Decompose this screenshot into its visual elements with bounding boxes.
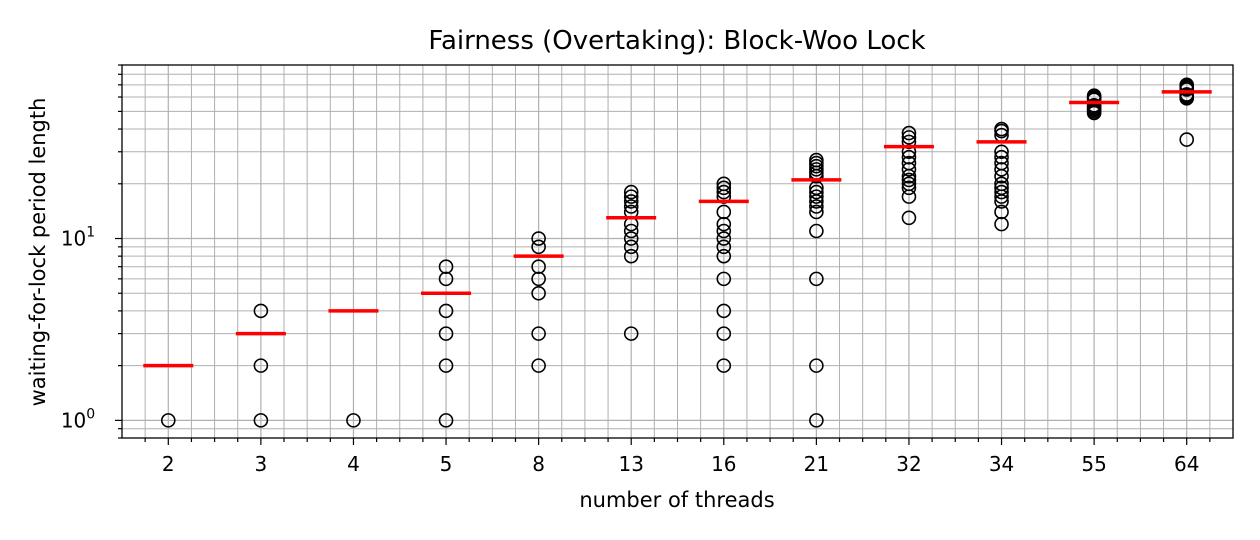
outlier-point	[253, 358, 269, 373]
outlier-point	[438, 326, 454, 341]
outlier-point	[901, 210, 917, 226]
outlier-point	[994, 144, 1009, 160]
x-tick-label: 64	[1174, 452, 1199, 476]
outlier-point	[531, 231, 546, 246]
grid	[122, 64, 1233, 439]
outlier-point	[623, 223, 639, 239]
outlier-point	[901, 172, 917, 188]
outlier-point	[994, 176, 1009, 192]
x-axis-label: number of threads	[579, 488, 774, 512]
outlier-point	[438, 259, 454, 274]
outlier-point	[531, 259, 546, 274]
outlier-point	[438, 303, 454, 319]
outlier-point	[994, 155, 1009, 171]
outlier-point	[623, 248, 639, 264]
outlier-point	[809, 199, 824, 214]
outlier-point	[623, 326, 639, 341]
outlier-point	[809, 152, 824, 168]
outlier-point	[1179, 132, 1195, 147]
outlier-point	[809, 223, 824, 239]
outlier-point	[438, 358, 454, 373]
outlier-point	[531, 326, 546, 341]
outlier-point	[901, 176, 917, 192]
outlier-point	[716, 358, 732, 373]
x-tick-label: 4	[347, 452, 360, 476]
outlier-point	[901, 180, 917, 196]
outlier-point	[623, 239, 639, 255]
y-axis-label: waiting-for-lock period length	[26, 98, 50, 407]
outlier-point	[438, 271, 454, 287]
outlier-point	[716, 204, 732, 220]
outlier-point	[623, 189, 639, 204]
outlier-point	[716, 184, 732, 200]
outlier-point	[623, 184, 639, 200]
chart-title: Fairness (Overtaking): Block-Woo Lock	[428, 26, 925, 56]
y-tick-label: 100	[61, 406, 95, 432]
outlier-point	[901, 155, 917, 171]
outlier-point	[901, 125, 917, 141]
outlier-point	[253, 413, 269, 428]
outlier-point	[901, 149, 917, 165]
outlier-point	[716, 231, 732, 246]
outlier-point	[901, 162, 917, 177]
outlier-point	[623, 194, 639, 209]
outlier-point	[716, 271, 732, 287]
outlier-point	[716, 303, 732, 319]
outlier-point	[809, 271, 824, 287]
x-tick-label: 21	[804, 452, 829, 476]
outlier-point	[994, 180, 1009, 196]
outlier-point	[716, 176, 732, 192]
x-tick-label: 16	[711, 452, 736, 476]
outlier-point	[716, 180, 732, 196]
x-tick-label: 55	[1081, 452, 1106, 476]
outlier-point	[531, 285, 546, 301]
outlier-point	[531, 271, 546, 287]
x-tick-label: 3	[255, 452, 268, 476]
outlier-point	[531, 358, 546, 373]
outlier-point	[994, 184, 1009, 200]
x-tick-label: 5	[440, 452, 453, 476]
outlier-point	[623, 199, 639, 214]
outlier-point	[716, 216, 732, 232]
outlier-point	[1179, 87, 1195, 102]
outlier-point	[623, 231, 639, 246]
outlier-point	[531, 239, 546, 255]
outlier-point	[716, 326, 732, 341]
outlier-point	[809, 184, 824, 200]
outlier-point	[901, 130, 917, 145]
outlier-point	[809, 413, 824, 428]
outlier-point	[809, 358, 824, 373]
outlier-point	[716, 223, 732, 239]
outlier-point	[809, 204, 824, 220]
x-tick-label: 34	[989, 452, 1014, 476]
y-tick-label: 101	[61, 225, 95, 251]
x-tick-label: 8	[532, 452, 545, 476]
outlier-point	[160, 413, 176, 428]
outlier-point	[994, 162, 1009, 177]
outlier-point	[716, 239, 732, 255]
outlier-point	[1086, 98, 1102, 113]
x-tick-label: 13	[618, 452, 643, 476]
outlier-point	[346, 413, 361, 428]
data-marks	[143, 77, 1212, 428]
outlier-point	[438, 413, 454, 428]
x-tick-label: 2	[162, 452, 175, 476]
outlier-point	[253, 303, 269, 319]
outlier-point	[809, 189, 824, 204]
outlier-point	[716, 248, 732, 264]
outlier-point	[994, 204, 1009, 220]
outlier-point	[994, 216, 1009, 232]
x-tick-label: 32	[896, 452, 921, 476]
outlier-point	[994, 121, 1009, 137]
outlier-point	[994, 149, 1009, 165]
